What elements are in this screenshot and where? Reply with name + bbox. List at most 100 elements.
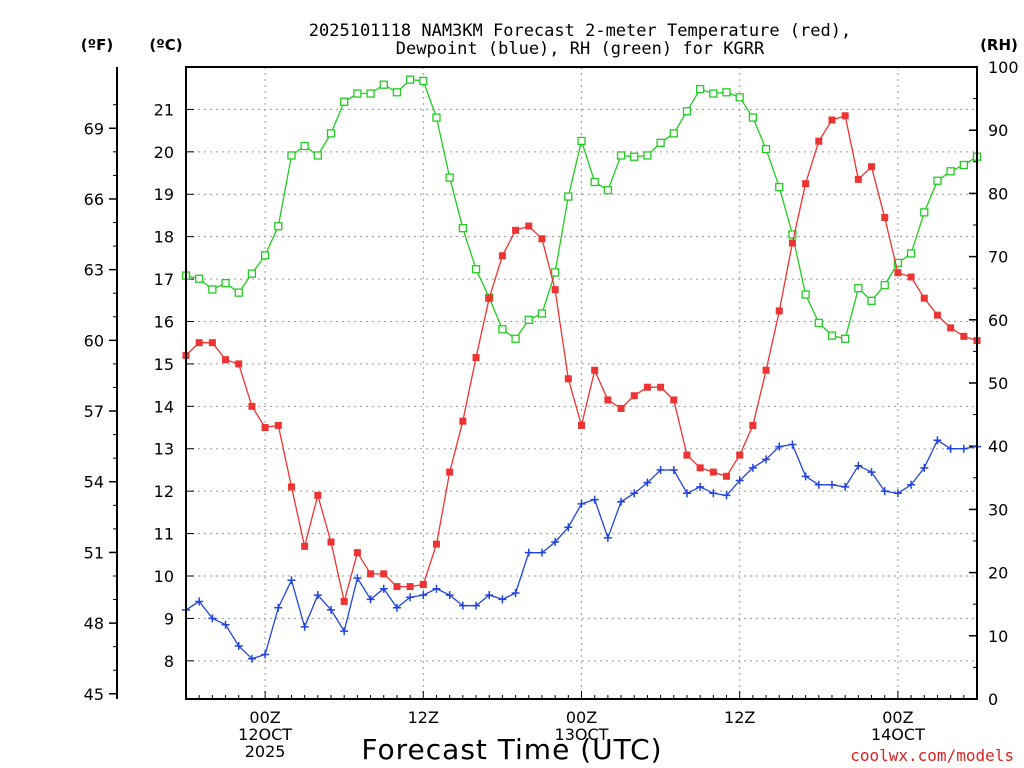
temperature-point bbox=[314, 491, 322, 499]
rh-tick-label: 40 bbox=[988, 437, 1008, 456]
rh-point bbox=[682, 107, 692, 116]
celsius-tick-label: 19 bbox=[154, 185, 174, 204]
rh-point bbox=[590, 177, 599, 187]
dewpoint-point bbox=[748, 463, 757, 472]
temperature-point bbox=[208, 339, 216, 347]
dewpoint-point bbox=[814, 480, 823, 489]
rh-point bbox=[511, 334, 520, 343]
rh-tick-label: 30 bbox=[988, 500, 1008, 519]
temperature-point bbox=[406, 583, 414, 591]
celsius-tick-label: 17 bbox=[154, 270, 174, 289]
rh-point bbox=[326, 129, 336, 138]
dewpoint-point bbox=[775, 442, 784, 451]
rh-tick-label: 80 bbox=[988, 184, 1008, 203]
rh-point bbox=[669, 129, 678, 138]
dewpoint-point bbox=[735, 476, 744, 485]
dewpoint-point bbox=[313, 591, 322, 600]
rh-unit-label: (RH) bbox=[980, 36, 1018, 54]
temperature-point bbox=[353, 549, 361, 557]
dewpoint-point bbox=[551, 538, 560, 547]
rh-point bbox=[761, 145, 771, 154]
rh-point bbox=[854, 284, 863, 293]
temperature-point bbox=[815, 137, 823, 145]
rh-tick-label: 90 bbox=[988, 121, 1008, 140]
dewpoint-point bbox=[788, 440, 797, 449]
temperature-point bbox=[512, 226, 520, 234]
temperature-point bbox=[617, 404, 625, 412]
dewpoint-point bbox=[498, 595, 507, 604]
temperature-point bbox=[274, 421, 282, 429]
time-tick-label: 00Z bbox=[882, 708, 913, 727]
time-tick-label: 13OCT bbox=[555, 725, 609, 744]
rh-point bbox=[656, 138, 665, 147]
temperature-point bbox=[749, 421, 757, 429]
temperature-point bbox=[947, 324, 955, 332]
temperature-point bbox=[564, 375, 572, 383]
chart-title-line-2: Dewpoint (blue), RH (green) for KGRR bbox=[396, 39, 765, 59]
rh-point bbox=[274, 222, 283, 231]
temperature-point bbox=[854, 175, 862, 183]
dewpoint-point bbox=[959, 444, 968, 453]
temperature-point bbox=[261, 424, 269, 432]
rh-tick-label: 100 bbox=[988, 58, 1019, 77]
dewpoint-point bbox=[880, 487, 889, 496]
celsius-tick-label: 8 bbox=[164, 652, 174, 671]
dewpoint-point bbox=[511, 588, 520, 597]
temperature-point bbox=[222, 356, 230, 364]
rh-point bbox=[234, 288, 243, 297]
temperature-point bbox=[578, 421, 585, 429]
fahrenheit-tick-label: 60 bbox=[84, 331, 104, 350]
rh-point bbox=[208, 285, 217, 294]
temperature-point bbox=[485, 294, 493, 302]
dewpoint-point bbox=[221, 620, 230, 629]
dewpoint-point bbox=[643, 478, 652, 487]
fahrenheit-tick-label: 54 bbox=[84, 473, 104, 492]
dewpoint-point bbox=[893, 489, 902, 498]
rh-point bbox=[643, 151, 652, 160]
dewpoint-point bbox=[406, 593, 415, 602]
rh-point bbox=[616, 151, 626, 160]
dewpoint-point bbox=[630, 489, 639, 498]
time-tick-label: 00Z bbox=[249, 708, 280, 727]
rh-point bbox=[748, 113, 758, 122]
rh-point bbox=[959, 160, 968, 170]
dewpoint-point bbox=[656, 465, 665, 474]
rh-point bbox=[524, 315, 533, 324]
dewpoint-point bbox=[379, 584, 388, 593]
x-axis-title: Forecast Time (UTC) bbox=[361, 733, 662, 766]
time-tick-label: 12OCT bbox=[238, 725, 292, 744]
dewpoint-point bbox=[458, 601, 467, 610]
temperature-point bbox=[525, 222, 533, 230]
rh-point bbox=[313, 151, 322, 160]
rh-point bbox=[498, 325, 507, 334]
temperature-point bbox=[301, 542, 309, 550]
rh-point bbox=[906, 249, 916, 258]
dewpoint-series bbox=[182, 436, 981, 663]
dewpoint-point bbox=[287, 576, 296, 585]
temperature-point bbox=[907, 273, 915, 281]
celsius-unit-label: (ºC) bbox=[149, 36, 182, 54]
temperature-point bbox=[459, 417, 467, 425]
temperature-point bbox=[446, 468, 454, 476]
temperature-point bbox=[538, 235, 546, 243]
dewpoint-point bbox=[432, 584, 441, 593]
temperature-point bbox=[393, 583, 401, 591]
temperature-point bbox=[696, 464, 704, 472]
rh-point bbox=[550, 268, 560, 277]
dewpoint-point bbox=[709, 489, 718, 498]
fahrenheit-tick-label: 57 bbox=[84, 402, 104, 421]
dewpoint-point bbox=[537, 548, 546, 557]
temperature-point bbox=[340, 597, 348, 605]
fahrenheit-tick-label: 69 bbox=[84, 119, 104, 138]
rh-point bbox=[880, 280, 889, 290]
temperature-point bbox=[828, 116, 836, 124]
rh-point bbox=[419, 76, 428, 86]
dewpoint-point bbox=[669, 465, 678, 474]
rh-point bbox=[893, 258, 903, 268]
fahrenheit-tick-label: 51 bbox=[84, 543, 104, 562]
rh-tick-label: 0 bbox=[988, 690, 998, 709]
temperature-point bbox=[670, 396, 678, 404]
temperature-point bbox=[841, 112, 849, 120]
rh-point bbox=[603, 186, 613, 195]
